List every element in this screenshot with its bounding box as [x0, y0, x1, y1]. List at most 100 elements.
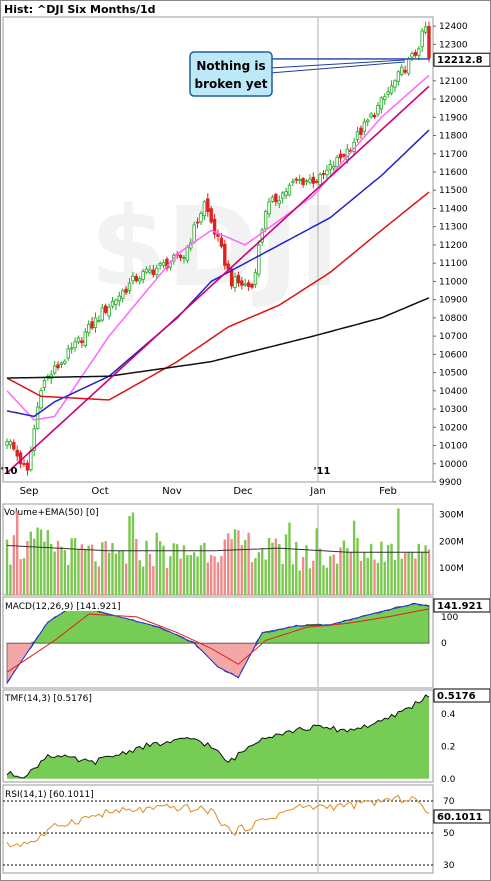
volume-bar	[107, 552, 111, 595]
volume-bar	[342, 540, 346, 595]
candle-body	[148, 269, 152, 273]
volume-bar	[118, 550, 121, 595]
candle-body	[383, 96, 387, 100]
watermark: $DJI	[90, 183, 340, 311]
candle-body	[417, 48, 421, 56]
volume-tick-label: 100M	[439, 564, 464, 574]
candle-body	[25, 462, 30, 471]
candle-body	[131, 275, 135, 282]
candle-body	[97, 319, 101, 322]
candle-body	[328, 164, 333, 170]
rsi-tick-label: 50	[443, 829, 455, 839]
rsi-last-label: 60.1011	[437, 812, 483, 823]
volume-bar	[158, 541, 162, 595]
candle-body	[253, 272, 258, 285]
volume-bar	[16, 511, 19, 595]
volume-bar	[114, 553, 118, 595]
candle-body	[332, 165, 336, 169]
candle-body	[413, 52, 418, 56]
volume-bar	[281, 564, 284, 595]
candle-body	[56, 364, 60, 369]
volume-bar	[305, 545, 308, 595]
volume-bar	[175, 544, 179, 595]
macd-tick-label: 100	[441, 613, 458, 623]
candle-body	[66, 348, 70, 359]
volume-bar	[104, 541, 107, 595]
candle-body	[366, 119, 370, 122]
candle-body	[185, 246, 190, 261]
volume-bar	[121, 550, 124, 595]
candle-body	[423, 26, 428, 33]
volume-bar	[369, 543, 373, 595]
price-tick-label: 10200	[439, 423, 468, 433]
candle-body	[291, 180, 295, 183]
candle-body	[403, 69, 407, 73]
volume-bar	[33, 538, 36, 595]
price-plot-area	[2, 16, 434, 483]
volume-bar	[274, 538, 278, 595]
volume-bar	[87, 545, 90, 595]
price-tick-label: 11900	[439, 113, 468, 123]
volume-bar	[152, 566, 155, 595]
candle-body	[103, 305, 108, 313]
volume-bar	[196, 556, 199, 595]
volume-bar	[308, 568, 312, 595]
candle-body	[301, 178, 305, 186]
candle-body	[372, 114, 377, 118]
volume-bar	[138, 560, 141, 595]
volume-bar	[380, 541, 383, 595]
rsi-title-bg	[4, 787, 114, 799]
price-tick-label: 11600	[439, 168, 468, 178]
price-tick-label: 11200	[439, 241, 468, 251]
candle-body	[158, 263, 162, 266]
volume-bar	[53, 551, 56, 595]
tmf-title: TMF(14,3) [0.5176]	[4, 694, 92, 704]
candle-body	[321, 172, 326, 175]
volume-bar	[393, 559, 397, 595]
candle-body	[233, 276, 237, 289]
price-tick-label: 10900	[439, 296, 468, 306]
volume-bar	[254, 558, 257, 595]
candle-body	[206, 198, 210, 212]
candle-body	[90, 321, 94, 329]
volume-bar	[5, 539, 9, 595]
candle-body	[277, 200, 281, 205]
price-tick-label: 9900	[439, 478, 462, 488]
candle-body	[144, 268, 149, 273]
candle-body	[359, 127, 363, 135]
volume-bar	[60, 546, 63, 595]
price-tick-label: 10000	[439, 460, 468, 470]
volume-bar	[373, 559, 376, 595]
candle-body	[107, 306, 111, 317]
volume-bar	[111, 543, 114, 595]
candle-body	[124, 288, 128, 293]
rsi-title: RSI(14,1) [60.1011]	[5, 790, 94, 800]
price-tick-label: 10500	[439, 369, 468, 379]
candle-body	[29, 450, 33, 471]
volume-bar	[359, 560, 363, 595]
macd-title: MACD(12,26,9) [141.921]	[5, 602, 120, 612]
candle-body	[280, 192, 285, 199]
price-tick-label: 10300	[439, 405, 468, 415]
volume-bar	[70, 538, 73, 595]
volume-bar	[145, 540, 148, 595]
volume-bar	[206, 562, 209, 595]
tmf-line	[6, 694, 430, 779]
volume-bar	[135, 538, 138, 595]
tmf-area	[7, 695, 429, 779]
candle-body	[141, 271, 145, 280]
candle-body	[151, 269, 156, 275]
volume-bar	[209, 554, 213, 595]
volume-bar	[22, 558, 26, 595]
volume-bar	[172, 543, 175, 595]
volume-bar	[295, 541, 298, 595]
volume-bar	[186, 555, 189, 595]
volume-bar	[250, 562, 254, 595]
candle-body	[127, 282, 132, 292]
candle-body	[202, 201, 207, 217]
volume-bar	[213, 556, 216, 595]
candle-body	[250, 283, 254, 288]
volume-bar	[141, 566, 145, 595]
ma-line-0	[6, 74, 430, 421]
volume-bar	[220, 556, 223, 595]
